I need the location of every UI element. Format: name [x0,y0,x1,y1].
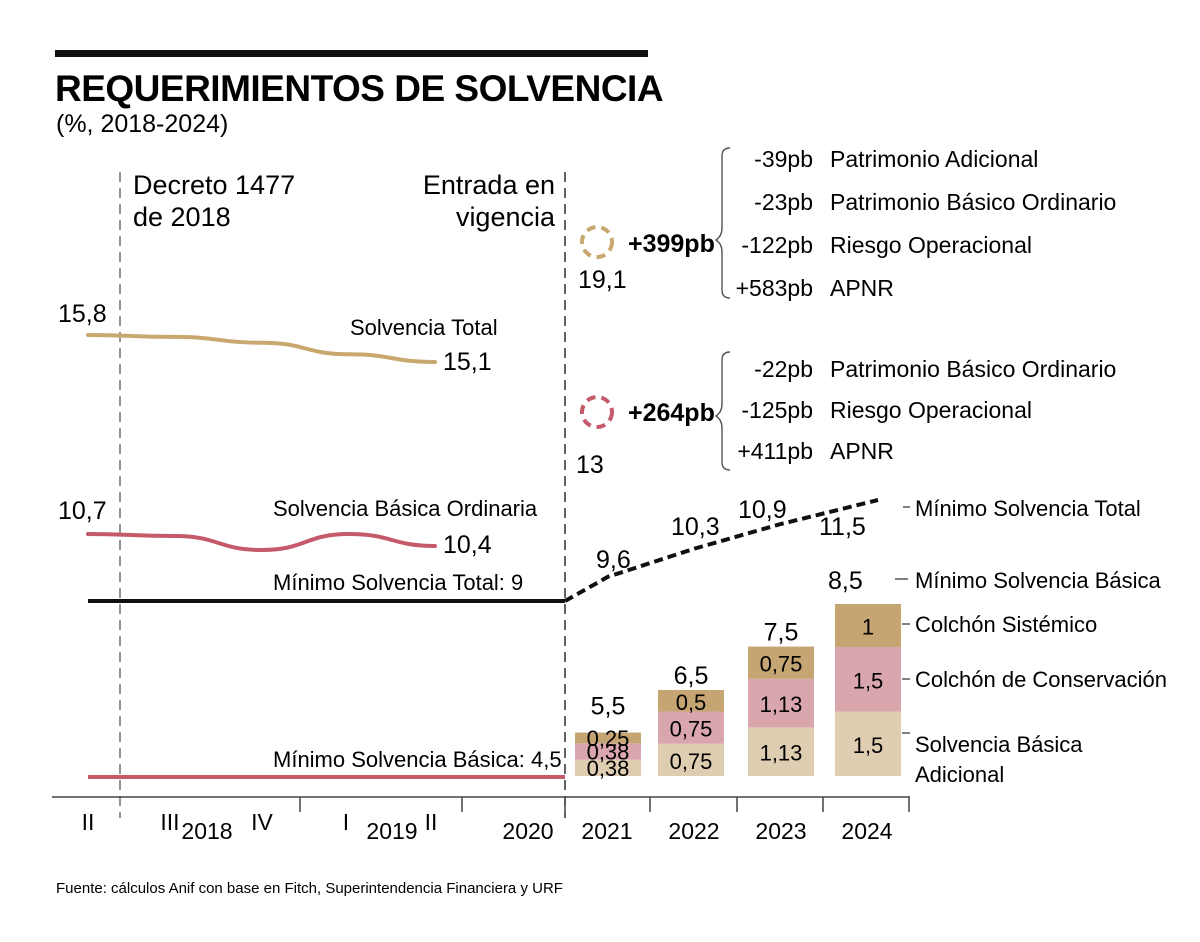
breakdown-item-label: Patrimonio Adicional [830,146,1038,172]
chart-title: REQUERIMIENTOS DE SOLVENCIA [55,68,663,109]
x-tick-label: 2022 [668,818,719,844]
x-tick-label: 2020 [502,818,553,844]
entry-annotation-line1: Entrada en [423,170,555,200]
bar-segment-label: 1,5 [853,733,884,758]
bar-segment-2021-2 [575,732,641,744]
breakdown-2-delta: +264pb [628,399,715,427]
decree-annotation-line1: Decreto 1477 [133,170,295,200]
bar-segment-label: 1,13 [760,692,803,717]
bar-segment-2023-2 [748,646,814,679]
breakdown-1-brace [714,147,731,299]
breakdown-item-value: -125pb [741,397,813,423]
bar-segment-label: 0,75 [670,749,713,774]
bar-segment-label: 0,38 [587,756,630,781]
sbo-end-label: 10,4 [443,531,492,559]
breakdown-item-value: -22pb [754,356,813,382]
x-tick-label: 2024 [841,818,892,844]
sbo-series-label: Solvencia Básica Ordinaria [273,496,538,521]
bar-segment-2024-2 [835,604,901,647]
stacked-bars: 0,380,380,255,50,750,750,56,51,131,130,7… [575,604,901,781]
bar-total-label: 5,5 [591,693,626,721]
bar-segment-2021-1 [575,743,641,760]
solvencia-total-end-label: 15,1 [443,348,492,376]
minimo-solvencia-total-label: Mínimo Solvencia Total: 9 [273,570,523,595]
bar-segment-label: 0,25 [587,726,630,751]
breakdown-2-items: -22pb Patrimonio Básico Ordinario -125pb Ri… [737,356,1116,464]
bar-segment-2023-0 [748,727,814,776]
solvencia-total-series-label: Solvencia Total [350,315,498,340]
sbo-start-label: 10,7 [58,497,107,525]
breakdown-item-value: +583pb [736,275,813,301]
bar-segment-2024-1 [835,647,901,712]
x-tick-label: 2023 [755,818,806,844]
total-label-2024: 8,5 [828,567,863,595]
breakdown-2-marker-icon [580,395,614,429]
bar-segment-label: 1,13 [760,741,803,766]
x-tick-label: 2019 [366,818,417,844]
header-rule [55,50,648,57]
bar-segment-2024-0 [835,711,901,776]
bar-segment-2021-0 [575,759,641,776]
min-basica-legend-label: Mínimo Solvencia Básica [915,568,1162,593]
min-total-label-2022: 10,3 [671,513,720,541]
breakdown-item-label: APNR [830,275,894,301]
x-tick-label: II [425,809,438,835]
bar-segment-2022-2 [658,690,724,712]
decree-annotation-line2: de 2018 [133,202,231,232]
bar-segment-label: 1 [862,615,874,640]
breakdown-item-value: -23pb [754,189,813,215]
breakdown-item-value: -122pb [741,232,813,258]
bar-total-label: 6,5 [674,662,709,690]
entry-annotation-line2: vigencia [456,202,556,232]
sba-legend-label-line2: Adicional [915,762,1004,787]
breakdown-1-items: -39pb Patrimonio Adicional -23pb Patrimonio… [736,146,1117,301]
x-tick-label: 2021 [581,818,632,844]
x-axis-ticks: II III 2018 IV I 2019 II 2020 2021 2022 2023 2024 [82,797,910,844]
colchon-sistemico-legend-label: Colchón Sistémico [915,612,1097,637]
minimo-solvencia-total-projection-line [564,498,879,603]
bar-total-label: 7,5 [764,619,799,647]
x-tick-label: 2018 [181,818,232,844]
source-note: Fuente: cálculos Anif con base en Fitch,… [56,880,563,897]
breakdown-2-brace [714,351,731,471]
colchon-conservacion-legend-label: Colchón de Conservación [915,667,1167,692]
bar-segment-2022-0 [658,743,724,776]
chart-subtitle: (%, 2018-2024) [56,110,228,138]
bar-segment-label: 0,75 [760,652,803,677]
series-line-solvencia-total [86,333,437,364]
minimo-solvencia-basica-label: Mínimo Solvencia Básica: 4,5 [273,747,562,772]
bar-segment-2023-1 [748,678,814,728]
bar-segment-label: 0,38 [587,739,630,764]
breakdown-item-label: Patrimonio Básico Ordinario [830,189,1116,215]
min-total-label-2023: 10,9 [738,496,787,524]
min-total-label-2024: 11,5 [819,513,866,541]
x-tick-label: I [343,809,349,835]
bar-segment-label: 0,75 [670,717,713,742]
breakdown-1-marker-icon [580,225,614,259]
breakdown-1-delta: +399pb [628,230,715,258]
min-total-legend-label: Mínimo Solvencia Total [915,496,1141,521]
sba-legend-label-line1: Solvencia Básica [915,732,1083,757]
breakdown-2-target-value: 13 [576,451,604,479]
breakdown-item-value: -39pb [754,146,813,172]
breakdown-item-label: Riesgo Operacional [830,397,1032,423]
x-tick-label: II [82,809,95,835]
solvencia-total-start-label: 15,8 [58,300,107,328]
x-tick-label: IV [251,809,273,835]
breakdown-1-target-value: 19,1 [578,266,627,294]
min-total-label-2021: 9,6 [596,546,631,574]
bar-segment-label: 0,5 [676,690,707,715]
bar-segment-label: 1,5 [853,668,884,693]
breakdown-item-label: APNR [830,438,894,464]
breakdown-item-label: Riesgo Operacional [830,232,1032,258]
x-tick-label: III [160,809,179,835]
series-line-solvencia-basica-ordinaria [86,531,437,553]
breakdown-item-value: +411pb [737,438,813,464]
bar-segment-2022-1 [658,711,724,744]
breakdown-item-label: Patrimonio Básico Ordinario [830,356,1116,382]
